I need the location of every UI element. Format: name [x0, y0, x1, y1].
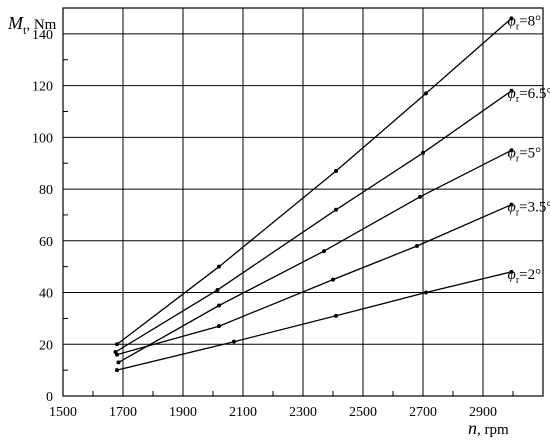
data-point	[217, 324, 221, 329]
x-tick-label: 2700	[409, 405, 437, 420]
data-point	[334, 168, 338, 173]
data-point	[424, 290, 428, 295]
x-axis-unit: , rpm	[477, 422, 509, 438]
y-tick-label: 140	[32, 28, 53, 43]
data-point	[334, 207, 338, 212]
data-point	[116, 360, 121, 365]
grid	[63, 8, 543, 396]
data-point	[509, 148, 514, 153]
data-point	[217, 264, 221, 269]
data-point	[331, 277, 335, 282]
plot-frame	[62, 7, 544, 397]
data-point	[322, 249, 326, 254]
x-axis-symbol: n	[468, 418, 477, 438]
series-line	[116, 204, 512, 356]
series-group	[113, 16, 514, 373]
y-tick-label: 100	[32, 131, 53, 146]
series-label: φr=5°	[508, 145, 542, 164]
data-point	[115, 342, 119, 347]
data-point	[509, 88, 514, 93]
series-label: φr=6.5°	[508, 86, 550, 105]
x-tick-label: 2300	[289, 405, 317, 420]
x-tick-label: 1900	[169, 405, 197, 420]
x-axis-label: n, rpm	[468, 418, 509, 438]
series-labels: φr=8° φr=6.5° φr=5° φr=3.5° φr=2°	[508, 13, 550, 285]
x-tick-label: 1500	[49, 405, 77, 420]
y-tick-label: 0	[46, 390, 53, 405]
data-point	[215, 287, 220, 292]
x-tick-label: 2500	[349, 405, 377, 420]
x-tick-label: 2100	[229, 405, 257, 420]
data-point	[415, 243, 419, 248]
series-line	[118, 149, 512, 363]
data-point	[509, 269, 514, 274]
data-point	[232, 339, 236, 344]
x-tick-label: 2900	[469, 405, 497, 420]
y-axis-label: Mt, Nm	[7, 13, 57, 37]
x-tick-labels: 1500 1700 1900 2100 2300 2500 2700 2900	[49, 405, 497, 420]
y-tick-label: 80	[39, 183, 53, 198]
x-tick-label: 1700	[109, 405, 137, 420]
y-tick-labels: 0 20 40 60 80 100 120 140	[32, 28, 53, 405]
data-point	[217, 303, 221, 308]
y-axis-symbol: M	[7, 13, 24, 33]
y-tick-label: 60	[39, 235, 53, 250]
y-tick-label: 20	[39, 338, 53, 353]
y-axis-subscript: t	[23, 23, 27, 37]
data-point	[421, 150, 425, 155]
series-line	[115, 90, 512, 353]
series-label: φr=3.5°	[508, 200, 550, 219]
series-label: φr=2°	[508, 267, 542, 286]
data-point	[418, 194, 422, 199]
y-tick-label: 40	[39, 287, 53, 302]
data-point	[424, 91, 428, 96]
data-point	[509, 202, 514, 207]
data-point	[115, 368, 119, 373]
axes	[62, 7, 544, 397]
series-label: φr=8°	[508, 13, 542, 32]
series-line	[116, 271, 512, 371]
data-point	[334, 313, 338, 318]
y-tick-label: 120	[32, 80, 53, 95]
series-line	[116, 17, 512, 345]
data-point	[509, 16, 514, 21]
data-point	[115, 352, 119, 357]
y-axis-unit: , Nm	[26, 17, 56, 33]
